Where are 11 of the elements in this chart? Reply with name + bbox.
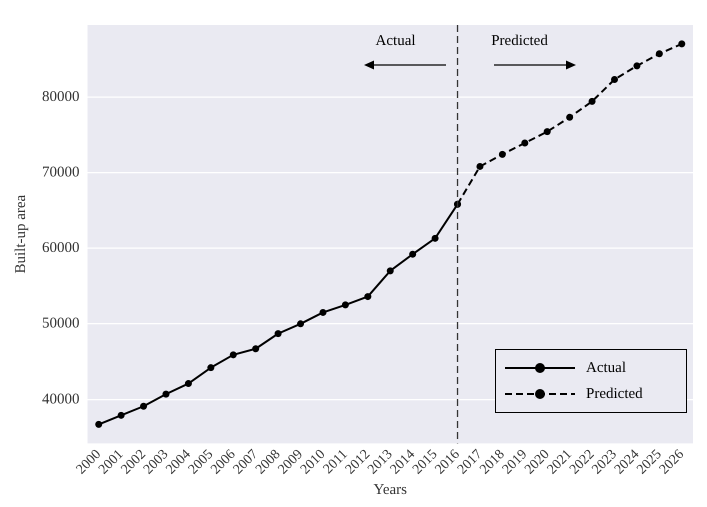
- annotation: Predicted: [491, 33, 548, 49]
- y-tick-label: 40000: [42, 391, 80, 408]
- y-tick-label: 80000: [42, 88, 80, 105]
- x-axis-title: Years: [374, 482, 408, 498]
- y-axis-title: Built-up area: [12, 194, 29, 274]
- y-tick-label: 70000: [42, 164, 80, 180]
- y-tick-label: 50000: [42, 316, 80, 332]
- y-tick-label: 60000: [42, 240, 80, 256]
- annotation: Actual: [376, 33, 416, 49]
- legend-label: Actual: [586, 360, 626, 376]
- legend-label: Predicted: [586, 386, 643, 402]
